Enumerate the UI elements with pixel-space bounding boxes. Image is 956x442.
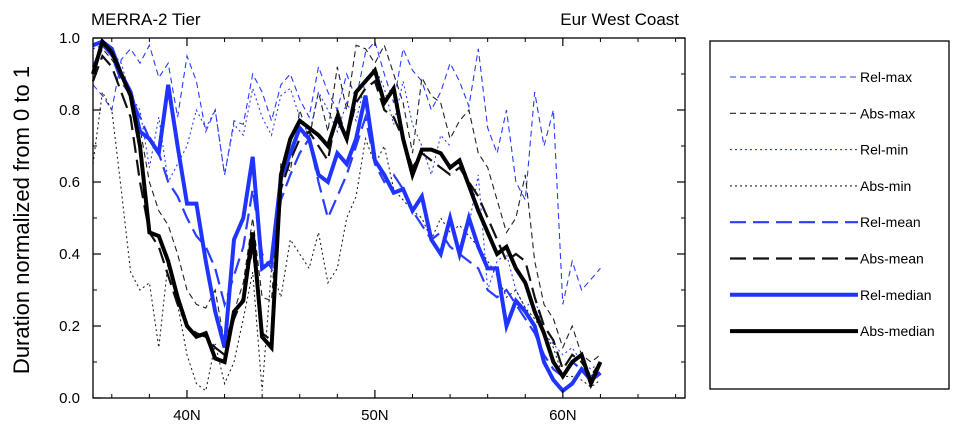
legend-label-abs-median: Abs-median (860, 323, 935, 339)
legend-label-rel-median: Rel-median (860, 287, 932, 303)
series-line-abs-median (91, 37, 603, 390)
legend-label-rel-mean: Rel-mean (860, 214, 921, 230)
chart-title-left: MERRA-2 Tier (91, 10, 201, 29)
x-tick-label: 40N (173, 407, 201, 424)
series-line-rel-max (92, 40, 601, 305)
plot-lines (91, 37, 603, 394)
y-tick-label: 1.0 (59, 30, 80, 47)
y-tick-label: 0.2 (59, 318, 80, 335)
y-tick-label: 0.4 (59, 246, 80, 263)
legend-label-rel-min: Rel-min (860, 142, 908, 158)
legend-label-rel-max: Rel-max (860, 69, 912, 85)
y-axis-label: Duration normalized from 0 to 1 (9, 66, 34, 374)
y-tick-label: 0.6 (59, 174, 80, 191)
y-tick-label: 0.8 (59, 102, 80, 119)
y-tick-label: 0.0 (59, 390, 80, 407)
legend-label-abs-max: Abs-max (860, 105, 915, 121)
legend-label-abs-mean: Abs-mean (860, 251, 924, 267)
legend-label-abs-min: Abs-min (860, 178, 911, 194)
chart-title-right: Eur West Coast (560, 10, 679, 29)
axis-ticks: 0.0 0.2 0.4 0.6 0.8 1.0 40N 50N 60N (59, 30, 685, 424)
x-tick-label: 60N (549, 407, 577, 424)
x-tick-label: 50N (361, 407, 389, 424)
series-line-rel-mean (91, 43, 602, 378)
legend: Rel-max Abs-max Rel-min Abs-min Rel-mean Abs-… (730, 69, 935, 339)
series-line-rel-median (92, 39, 602, 394)
